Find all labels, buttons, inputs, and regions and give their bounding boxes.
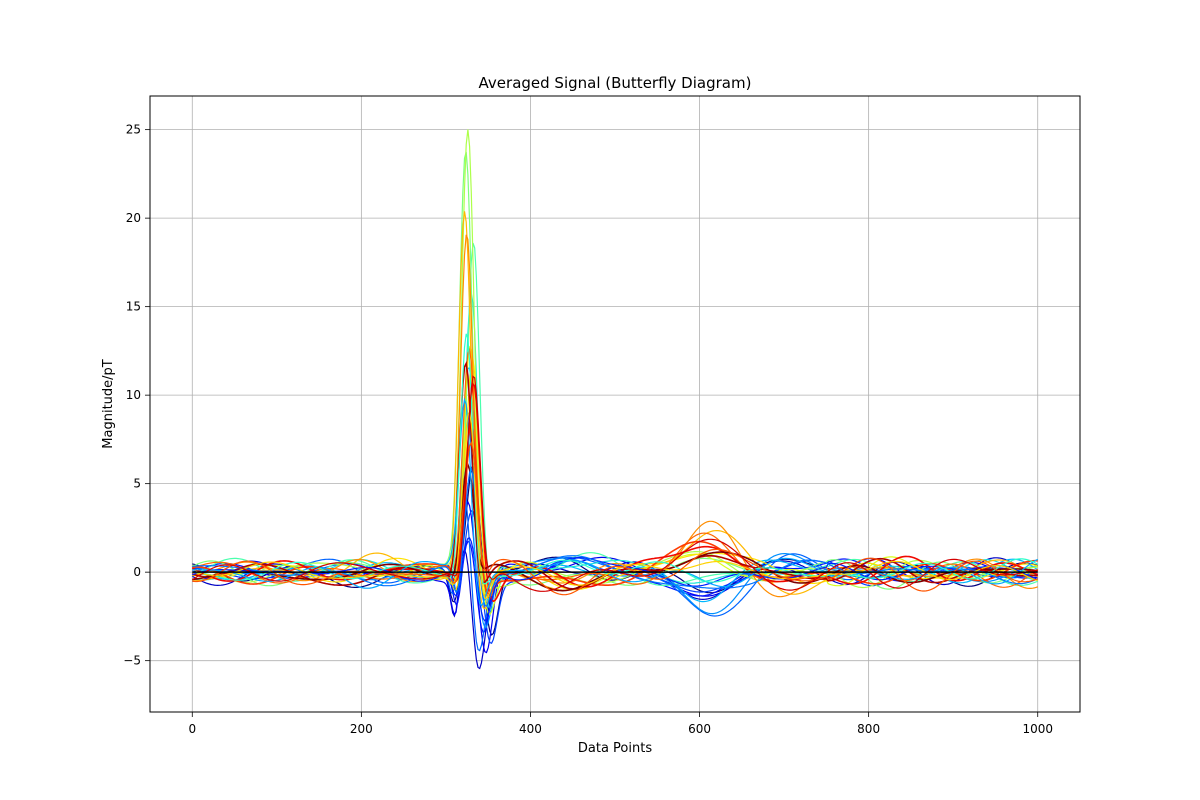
axes-frame	[149, 95, 1081, 713]
x-tick-label: 0	[188, 722, 196, 736]
ticks: 0 200 400 600 800 1000 −5 0 5 10 15 20 25	[123, 123, 1053, 736]
grid	[150, 96, 1080, 712]
plot-area	[191, 129, 1039, 670]
signal-series-line	[192, 234, 1038, 598]
signal-series-line	[192, 440, 1038, 596]
y-tick-label: −5	[123, 654, 141, 668]
signal-series-line	[192, 293, 1038, 610]
x-tick-label: 400	[519, 722, 542, 736]
signal-series-line	[192, 467, 1038, 607]
signal-series-line	[192, 461, 1038, 636]
x-tick-label: 600	[688, 722, 711, 736]
y-tick-label: 20	[126, 211, 141, 225]
x-axis-label: Data Points	[578, 741, 652, 756]
x-tick-label: 200	[350, 722, 373, 736]
signal-series-line	[192, 151, 1038, 592]
y-tick-label: 5	[133, 477, 141, 491]
series-group	[191, 129, 1039, 670]
signal-series-line	[192, 211, 1038, 610]
y-tick-label: 25	[126, 123, 141, 137]
y-tick-label: 15	[126, 300, 141, 314]
y-tick-label: 0	[133, 565, 141, 579]
signal-series-line	[192, 409, 1038, 628]
signal-series-line	[192, 411, 1038, 600]
signal-series-line	[192, 242, 1038, 587]
x-tick-label: 1000	[1022, 722, 1053, 736]
signal-series-line	[191, 375, 1038, 592]
y-tick-label: 10	[126, 388, 141, 402]
y-axis-label: Magnitude/pT	[101, 359, 116, 449]
chart-title: Averaged Signal (Butterfly Diagram)	[479, 74, 752, 92]
x-tick-label: 800	[857, 722, 880, 736]
signal-series-line	[192, 129, 1038, 598]
signal-series-line	[192, 360, 1038, 590]
signal-series-line	[192, 333, 1039, 585]
